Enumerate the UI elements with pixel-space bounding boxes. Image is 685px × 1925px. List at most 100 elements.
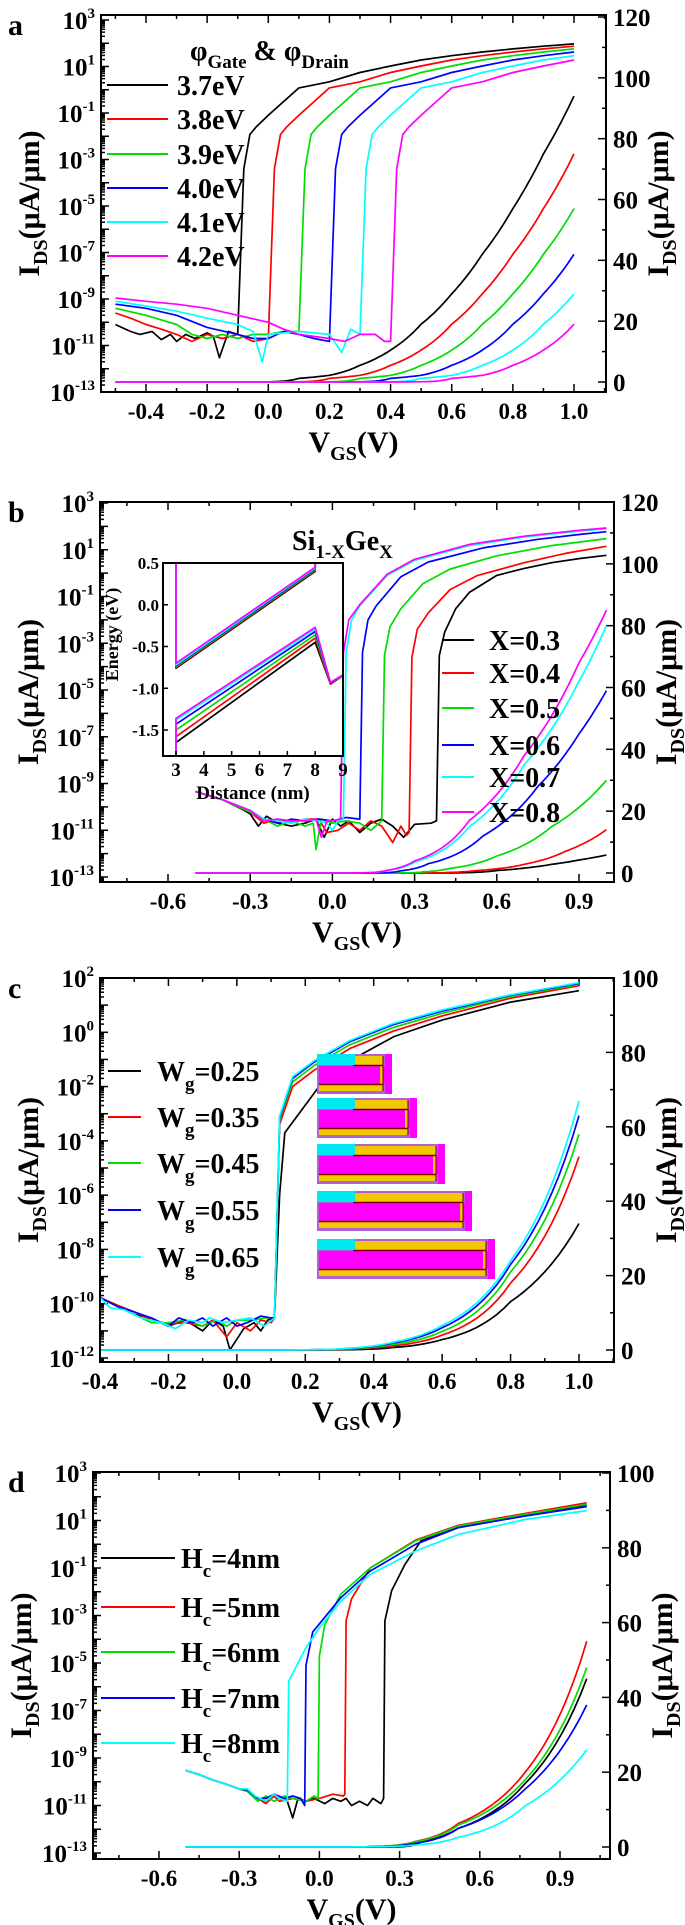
- y-right-axis-title: IDS(μA/μm): [646, 1592, 685, 1738]
- text-part: I: [650, 753, 683, 765]
- x-tick-label: -0.3: [221, 1866, 257, 1891]
- text-part: =0.65: [195, 1243, 260, 1274]
- text-part: W: [157, 1196, 185, 1227]
- tick-base: 10: [58, 241, 83, 268]
- series-2-log-curve: [195, 537, 607, 851]
- tick-base: 10: [62, 491, 87, 518]
- tick-base: 10: [58, 101, 83, 128]
- x-tick-label: -0.6: [150, 889, 186, 914]
- x-tick-label: 0.0: [222, 1369, 251, 1394]
- x-tick-label: 0.0: [318, 889, 347, 914]
- x-tick-label: -0.4: [82, 1369, 119, 1394]
- inset-axes-frame: [162, 562, 344, 757]
- panel-letter: d: [8, 1466, 25, 1499]
- y-right-tick-label: 0: [621, 861, 634, 888]
- text-part: I: [642, 265, 675, 277]
- tick-exponent: 2: [87, 964, 95, 980]
- legend-item: X=0.6: [442, 731, 560, 762]
- x-tick-label: 0.6: [428, 1369, 457, 1394]
- text-part: Si: [292, 526, 316, 557]
- y-left-tick-label: 10-5: [50, 1649, 88, 1678]
- text-part: W: [157, 1243, 185, 1274]
- y-right-tick-label: 120: [613, 5, 651, 32]
- x-tick-label: 0.0: [305, 1866, 334, 1891]
- text-part: I: [13, 265, 46, 277]
- gate-side: [380, 1056, 383, 1090]
- text-part: =0.45: [195, 1149, 260, 1180]
- tick-exponent: -5: [82, 676, 95, 692]
- y-left-tick-label: 101: [63, 53, 96, 82]
- text-part: g: [185, 1166, 195, 1187]
- inset-x-tick-label: 8: [310, 760, 320, 781]
- tick-base: 10: [51, 334, 76, 361]
- tick-base: 10: [50, 380, 75, 407]
- tick-base: 10: [62, 1020, 87, 1047]
- legend-label: Wg=0.45: [157, 1149, 259, 1187]
- tick-base: 10: [62, 966, 87, 993]
- inset-y-tick-label: -0.5: [132, 638, 159, 657]
- legend-label: X=0.8: [489, 798, 560, 829]
- legend-item: Hc=8nm: [101, 1729, 280, 1767]
- legend-item: 4.2eV: [107, 242, 245, 273]
- text-part: X=0.5: [489, 694, 560, 725]
- series-4-log-curve: [100, 981, 580, 1330]
- legend-item: 4.1eV: [107, 208, 245, 239]
- y-left-tick-label: 10-7: [50, 1697, 88, 1726]
- top-gate: [355, 1100, 407, 1109]
- y-right-tick-label: 60: [621, 1115, 646, 1142]
- y-left-tick-label: 10-4: [57, 1127, 95, 1156]
- text-part: (V): [357, 426, 399, 459]
- text-part: X=0.7: [489, 763, 560, 794]
- text-part: GS: [330, 443, 357, 465]
- text-part: (μA/μm): [13, 130, 46, 239]
- text-part: 3.7eV: [177, 71, 245, 102]
- legend-title: Si1-XGeX: [292, 526, 393, 563]
- legend-label: Wg=0.55: [157, 1196, 259, 1234]
- tick-exponent: -3: [82, 629, 95, 645]
- y-left-tick-label: 10-3: [50, 1602, 88, 1631]
- tick-exponent: -13: [67, 1839, 87, 1855]
- text-part: (V): [360, 1396, 402, 1429]
- y-left-tick-label: 10-9: [57, 770, 95, 799]
- text-part: (μA/μm): [12, 1097, 45, 1206]
- text-part: GS: [334, 1413, 361, 1435]
- x-tick-label: 0.4: [359, 1369, 388, 1394]
- text-part: 4.2eV: [177, 242, 245, 273]
- text-part: DS: [29, 728, 51, 754]
- legend: Si1-XGeX X=0.3X=0.4 X=0.5 X=0.6X=0.7 X=0.8: [292, 526, 560, 829]
- drain-region: [488, 1239, 495, 1279]
- source-region: [317, 1239, 355, 1250]
- y-left-tick-label: 10-13: [50, 378, 95, 407]
- channel-region: [319, 1156, 443, 1174]
- text-part: c: [203, 1610, 211, 1631]
- x-tick-label: -0.2: [189, 399, 225, 424]
- drain-region: [410, 1098, 417, 1138]
- y-left-tick-label: 10-1: [57, 583, 95, 612]
- inset-series-5-upper-band: [175, 563, 317, 665]
- inset-plot-area: [175, 563, 343, 755]
- y-right-axis-title: IDS(μA/μm): [650, 1097, 685, 1243]
- y-left-tick-label: 10-10: [49, 1290, 94, 1319]
- legend-label: 3.8eV: [177, 105, 245, 136]
- x-tick-label: 0.8: [496, 1369, 525, 1394]
- text-part: H: [181, 1544, 203, 1575]
- axes-frame: [100, 14, 607, 393]
- tick-base: 10: [50, 1604, 75, 1631]
- legend-label: 3.7eV: [177, 71, 245, 102]
- legend-label: 3.9eV: [177, 140, 245, 171]
- text-part: (μA/μm): [646, 1592, 679, 1701]
- panel-c: c-0.4 -0.2 0.0 0.2 0.4 0.6 0.8 1.010210010-210-…: [8, 964, 685, 1435]
- text-part: (μA/μm): [642, 130, 675, 239]
- tick-base: 10: [55, 1461, 80, 1488]
- tick-exponent: -5: [83, 192, 96, 208]
- y-right-tick-label: 60: [613, 188, 638, 215]
- tick-exponent: -7: [83, 239, 96, 255]
- legend-item: X=0.7: [442, 763, 560, 794]
- top-gate: [355, 1056, 382, 1065]
- inset-x-tick-label: 7: [283, 760, 293, 781]
- tick-exponent: -1: [82, 583, 95, 599]
- tick-exponent: -9: [82, 770, 95, 786]
- y-left-tick-label: 10-9: [50, 1744, 88, 1773]
- y-left-tick-label: 10-13: [49, 863, 94, 892]
- text-part: DS: [667, 1206, 685, 1232]
